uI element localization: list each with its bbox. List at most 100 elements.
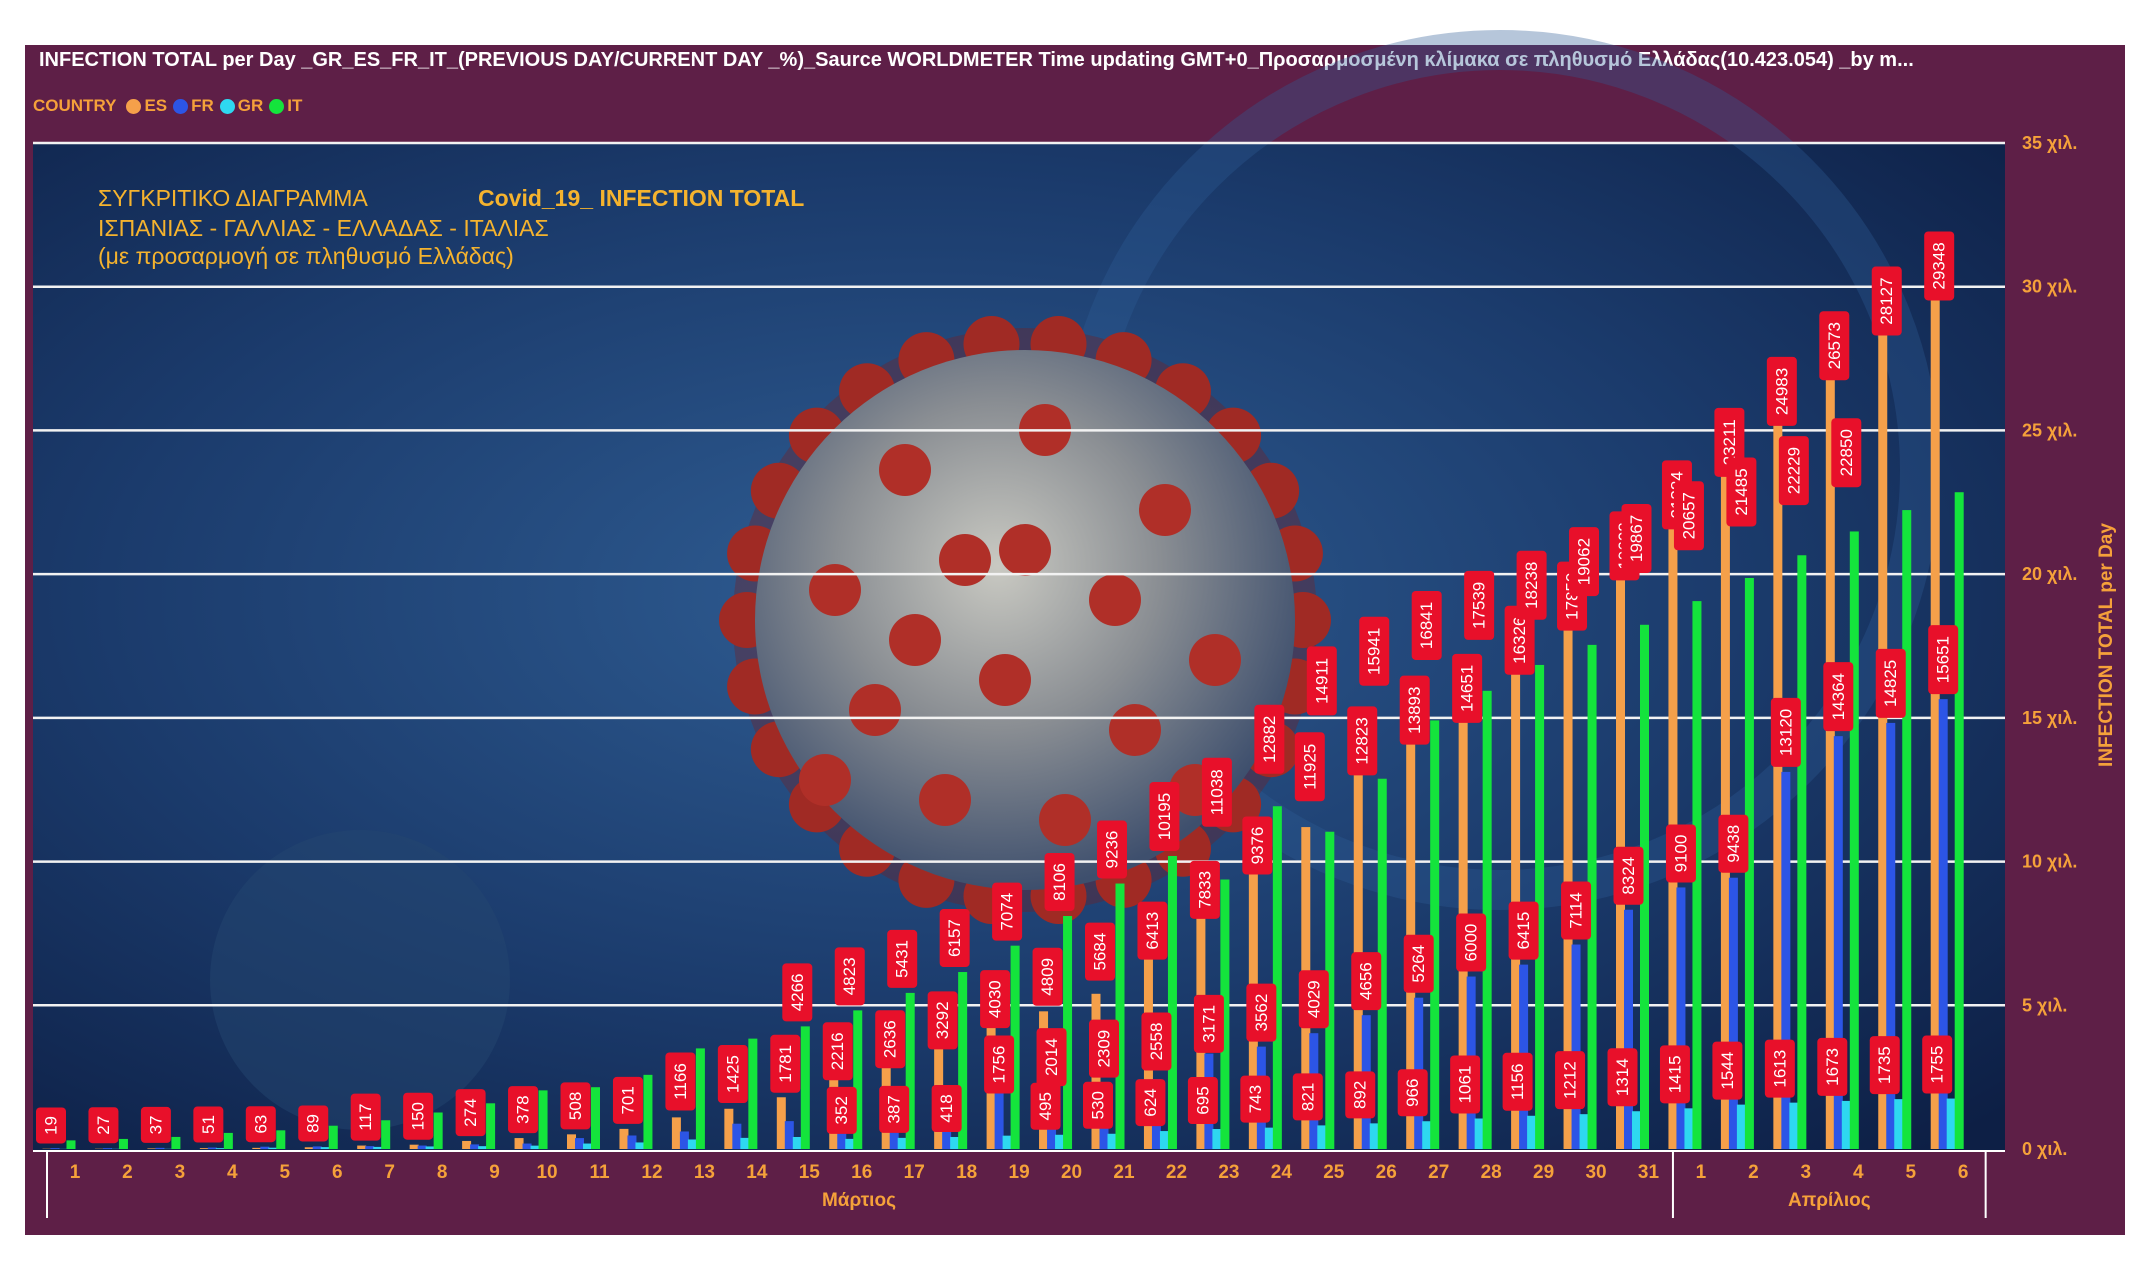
- data-label-text: 1425: [723, 1055, 742, 1093]
- data-label: 387: [879, 1085, 910, 1133]
- bar-it: [1744, 577, 1754, 1149]
- data-label-text: 14911: [1312, 658, 1331, 704]
- x-group-label: Μάρτιος: [822, 1190, 896, 1211]
- data-label: 695: [1187, 1077, 1218, 1125]
- virus-spike-cluster: [1139, 484, 1191, 536]
- data-label: 5431: [887, 929, 918, 988]
- legend-label-es: ES: [144, 96, 168, 115]
- data-label: 12882: [1254, 704, 1285, 774]
- data-label: 19867: [1621, 503, 1652, 573]
- data-label: 14651: [1452, 653, 1483, 723]
- x-tick-label: 2: [1748, 1162, 1759, 1183]
- data-label-box: [1823, 662, 1854, 732]
- bar-es: [514, 1138, 524, 1149]
- y-tick-label: 20 χιλ.: [2022, 564, 2077, 584]
- data-label: 11925: [1294, 732, 1325, 802]
- data-label: 1415: [1659, 1045, 1690, 1104]
- data-label-box: [1778, 436, 1809, 506]
- data-label-box: [822, 1022, 853, 1081]
- data-label-text: 5264: [1409, 945, 1428, 983]
- x-tick-label: 6: [332, 1162, 343, 1183]
- data-label-text: 15651: [1934, 636, 1953, 683]
- x-tick-label: 13: [694, 1162, 715, 1183]
- data-label-box: [1718, 814, 1749, 873]
- legend-item-gr[interactable]: GR: [219, 96, 264, 116]
- data-label-text: 352: [832, 1096, 851, 1124]
- data-label-box: [1875, 648, 1906, 718]
- data-label-text: 12823: [1353, 717, 1372, 764]
- data-label-box: [1294, 732, 1325, 802]
- data-label-box: [1464, 570, 1495, 640]
- bar-it: [1115, 883, 1125, 1149]
- data-label: 9100: [1665, 824, 1696, 883]
- data-label: 3171: [1193, 994, 1224, 1053]
- data-label: 966: [1397, 1069, 1428, 1117]
- data-label-text: 5431: [893, 940, 912, 978]
- bar-gr: [845, 1138, 855, 1149]
- data-label: 8324: [1613, 846, 1644, 905]
- x-tick-label: 5: [1905, 1162, 1916, 1183]
- data-label-box: [1399, 675, 1430, 745]
- x-tick-label: 1: [70, 1162, 81, 1183]
- bar-it: [1640, 624, 1649, 1149]
- data-label: 2014: [1036, 1028, 1067, 1087]
- data-label: 14825: [1875, 648, 1906, 718]
- data-label: 3292: [927, 991, 958, 1050]
- bar-it: [1220, 879, 1230, 1149]
- data-label-text: 9100: [1671, 835, 1690, 873]
- legend-item-fr[interactable]: FR: [173, 96, 214, 116]
- bar-gr: [1841, 1100, 1851, 1149]
- legend-item-es[interactable]: ES: [126, 96, 167, 116]
- data-label-box: [834, 947, 865, 1006]
- data-label-text: 701: [618, 1086, 637, 1114]
- x-tick-label: 4: [227, 1162, 238, 1183]
- data-label-text: 6000: [1462, 924, 1481, 962]
- bar-gr: [950, 1136, 960, 1149]
- data-label-box: [665, 1052, 696, 1111]
- data-label-text: 19867: [1627, 515, 1646, 562]
- data-label-box: [1030, 1082, 1061, 1130]
- legend-item-it[interactable]: IT: [269, 96, 302, 116]
- bar-gr: [1736, 1104, 1746, 1149]
- y-tick-label: 35 χιλ.: [2022, 133, 2077, 153]
- data-label-box: [1569, 527, 1600, 597]
- legend-label-gr: GR: [237, 96, 264, 115]
- bar-gr: [1002, 1135, 1012, 1149]
- data-label-box: [875, 1010, 906, 1069]
- bar-fr: [784, 1121, 794, 1149]
- data-label-box: [1924, 231, 1955, 301]
- bar-es: [1930, 273, 1940, 1149]
- virus-spike-cluster: [1189, 634, 1241, 686]
- data-label-text: 27: [94, 1116, 113, 1135]
- data-label-text: 1673: [1823, 1048, 1842, 1086]
- x-tick-label: 1: [1696, 1162, 1707, 1183]
- data-label-box: [1201, 757, 1232, 827]
- data-label-text: 624: [1141, 1088, 1160, 1116]
- x-tick-label: 17: [904, 1162, 925, 1183]
- data-label-text: 14825: [1881, 660, 1900, 707]
- data-label-text: 4266: [788, 973, 807, 1011]
- bar-it: [433, 1112, 443, 1149]
- bar-it: [171, 1136, 181, 1149]
- data-label-box: [1351, 952, 1382, 1011]
- data-label-box: [1083, 1081, 1113, 1129]
- data-label-box: [88, 1107, 119, 1144]
- bar-it: [1167, 855, 1177, 1149]
- virus-spike-cluster: [1109, 704, 1161, 756]
- data-label-text: 378: [514, 1095, 533, 1123]
- data-label-text: 13893: [1405, 687, 1424, 734]
- virus-spike-cluster: [889, 614, 941, 666]
- data-label-box: [1607, 1048, 1638, 1107]
- data-label: 6415: [1508, 901, 1539, 960]
- data-label: 8106: [1044, 853, 1075, 912]
- data-label-box: [1189, 860, 1220, 919]
- chart-annotation: ΣΥΓΚΡΙΤΙΚΟ ΔΙΑΓΡΑΜΜΑ Covid_19_ INFECTION…: [98, 185, 804, 269]
- data-label-text: 19062: [1575, 538, 1594, 585]
- data-label-box: [1359, 616, 1390, 686]
- virus-spike-cluster: [849, 684, 901, 736]
- data-label-box: [1242, 816, 1273, 875]
- x-tick-label: 21: [1113, 1162, 1135, 1183]
- bar-gr: [1894, 1099, 1904, 1149]
- y-tick-label: 5 χιλ.: [2022, 995, 2067, 1015]
- bar-fr: [732, 1123, 742, 1149]
